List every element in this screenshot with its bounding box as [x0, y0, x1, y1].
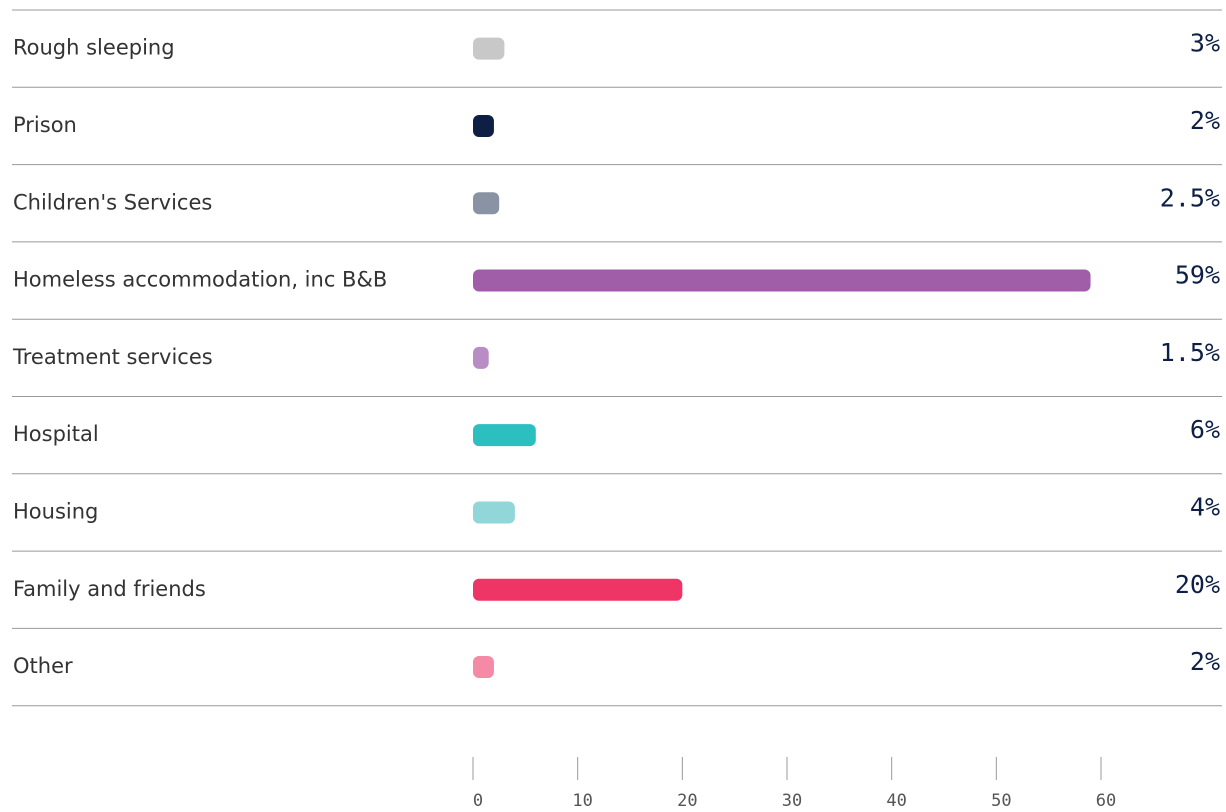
category-label: Children's Services: [13, 190, 212, 214]
value-label: 20%: [1175, 570, 1220, 599]
category-label: Housing: [13, 499, 98, 523]
bar: [473, 578, 683, 601]
bar: [473, 501, 515, 524]
x-tick-label: 20: [677, 791, 697, 811]
category-label: Rough sleeping: [13, 36, 175, 60]
x-tick-label: 10: [572, 791, 592, 811]
category-label: Other: [13, 654, 73, 678]
value-label: 2%: [1190, 106, 1220, 135]
value-label: 3%: [1190, 29, 1220, 58]
x-tick-label: 0: [473, 791, 483, 811]
bar: [473, 37, 505, 60]
value-label: 59%: [1175, 261, 1220, 290]
x-tick-label: 40: [886, 791, 906, 811]
category-label: Hospital: [13, 422, 99, 446]
bar: [473, 269, 1091, 292]
bar: [473, 424, 536, 447]
x-tick-label: 50: [991, 791, 1011, 811]
category-label: Treatment services: [12, 345, 213, 369]
value-label: 1.5%: [1160, 338, 1220, 367]
bar: [473, 114, 494, 137]
category-label: Family and friends: [13, 577, 206, 601]
value-label: 2.5%: [1160, 183, 1220, 212]
value-label: 6%: [1190, 415, 1220, 444]
value-label: 4%: [1190, 492, 1220, 521]
bar: [473, 346, 489, 369]
category-label: Homeless accommodation, inc B&B: [13, 268, 387, 292]
x-tick-label: 30: [782, 791, 802, 811]
value-label: 2%: [1190, 647, 1220, 676]
bar: [473, 656, 494, 679]
bar: [473, 192, 500, 215]
category-label: Prison: [13, 113, 77, 137]
x-tick-label: 60: [1096, 791, 1116, 811]
